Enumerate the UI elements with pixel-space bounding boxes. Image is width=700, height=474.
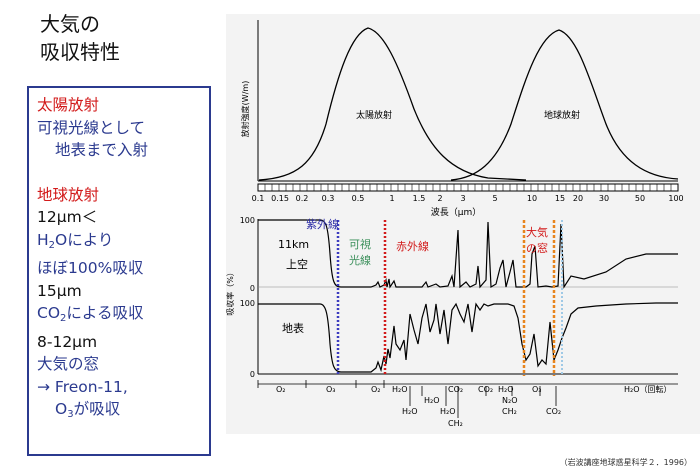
x-tick-labels: 0.1 0.15 0.2 0.3 0.5 1 1.5 2 3 5 10 15 2… [252,194,684,203]
uv-label: 紫外線 [306,217,339,231]
x-tick-30: 30 [599,194,609,203]
window-label-2: の窓 [526,241,548,255]
line-100pct: ほぼ100%吸収 [37,259,144,277]
x-tick-2: 2 [437,194,442,203]
gas-o3-b: O₃ [532,385,542,394]
gas-co2-2: CO₂ [478,385,493,394]
line-8-12um: 8-12μm [37,332,98,351]
line-co2: CO2による吸収 [37,304,144,324]
gas-h2o-3: H₂O [424,396,440,405]
earth-emission-label: 地球放射 [544,109,580,121]
title-line-1: 大気の [40,12,100,36]
line-window: 大気の窓 [37,355,100,373]
x-tick-10: 10 [527,194,537,203]
gas-h2o-2: H₂O [402,407,418,416]
gas-h2o-4: H₂O [440,407,456,416]
earth-emission-curve [450,29,679,181]
wavelength-label: 波長（μm） [431,206,482,218]
lower-y0: 0 [250,370,255,379]
line-12um: 12μm＜ [37,208,98,226]
citation: （岩波講座地球惑星科学２．1996） [559,458,692,467]
x-tick-15: 15 [555,194,565,203]
gas-co2-1: CO₂ [448,385,463,394]
x-tick-0.5: 0.5 [352,194,365,203]
gas-o2-b: O₂ [371,385,381,394]
wavelength-scale [257,183,679,192]
x-tick-5: 5 [492,194,497,203]
gas-labels: O₂ O₃ O₂ H₂O H₂O H₂O CO₂ H₂O CH₂ CO₂ H₂O… [276,385,672,428]
altitude-label: 11km [278,238,309,251]
x-tick-0.3: 0.3 [322,194,335,203]
x-tick-50: 50 [635,194,645,203]
window-label-1: 大気 [526,225,548,239]
figure-background [226,14,700,434]
slide-title: 大気の 吸収特性 [40,10,120,66]
x-tick-0.1: 0.1 [252,194,265,203]
x-tick-3: 3 [460,194,465,203]
solar-emission-label: 太陽放射 [356,109,392,121]
x-tick-20: 20 [573,194,583,203]
solar-emission-curve [258,27,527,181]
solar-line-2: 地表まで入射 [55,141,149,159]
gas-ch2-1: CH₂ [448,419,463,428]
upper-air-label: 上空 [286,257,308,271]
gas-axis [257,380,678,418]
summary-box: 太陽放射 可視光線として 地表まで入射 地球放射 12μm＜ H2Oにより ほぼ… [27,86,211,456]
solar-line-1: 可視光線として [37,118,146,137]
line-o3: O3が吸収 [55,400,121,420]
gas-o3: O₃ [326,385,336,394]
visible-label-1: 可視 [349,237,371,251]
visible-label-2: 光線 [349,253,371,267]
gas-h2o-5: H₂O [498,385,514,394]
x-tick-0.15: 0.15 [271,194,289,203]
gas-h2o-1: H₂O [392,385,408,394]
gas-n2o: N₂O [502,396,518,405]
line-h2o: H2Oにより [37,230,114,251]
x-tick-0.2: 0.2 [296,194,309,203]
absorption-figure: 放射強度(W/m) 太陽放射 地球放射 0.1 0.15 0.2 0.3 0.5… [226,14,700,434]
lower-absorption-curve [258,302,678,373]
surface-label: 地表 [282,321,304,335]
lower-y100: 100 [240,299,255,308]
title-line-2: 吸収特性 [40,40,120,64]
infrared-label: 赤外線 [396,239,429,253]
absorb-y-label: 吸収率（%） [226,268,235,316]
upper-y0: 0 [250,284,255,293]
gas-h2o-rot: H₂O（回転） [624,385,672,394]
line-15um: 15μm [37,281,82,300]
x-tick-1.5: 1.5 [413,194,426,203]
emission-y-label: 放射強度(W/m) [240,81,250,138]
upper-y100: 100 [240,216,255,225]
gas-ch2-2: CH₂ [502,407,517,416]
line-freon: → Freon-11, [37,377,128,396]
solar-heading: 太陽放射 [37,96,100,114]
upper-absorption-curve [258,219,678,289]
x-tick-1: 1 [389,194,394,203]
x-tick-100: 100 [668,194,683,203]
gas-co2-3: CO₂ [546,407,561,416]
gas-o2-a: O₂ [276,385,286,394]
earth-heading: 地球放射 [37,185,100,204]
